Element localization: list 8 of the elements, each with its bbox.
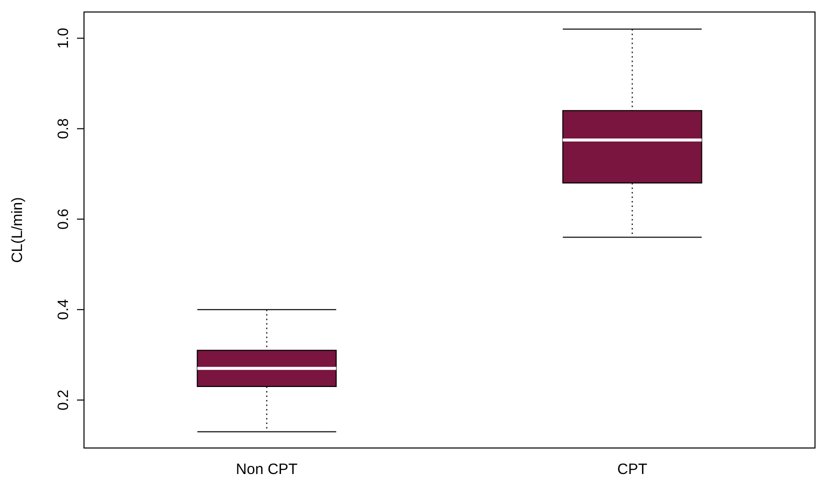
y-tick-label: 0.8 <box>55 118 72 140</box>
x-tick-label: Non CPT <box>236 461 298 478</box>
x-tick-label: CPT <box>617 461 648 478</box>
y-tick-label: 0.2 <box>55 390 72 410</box>
y-tick-label: 0.4 <box>55 299 72 320</box>
y-axis-title: CL(L/min) <box>9 197 26 263</box>
y-tick-label: 1.0 <box>55 28 72 49</box>
y-tick-label: 0.6 <box>55 208 72 230</box>
